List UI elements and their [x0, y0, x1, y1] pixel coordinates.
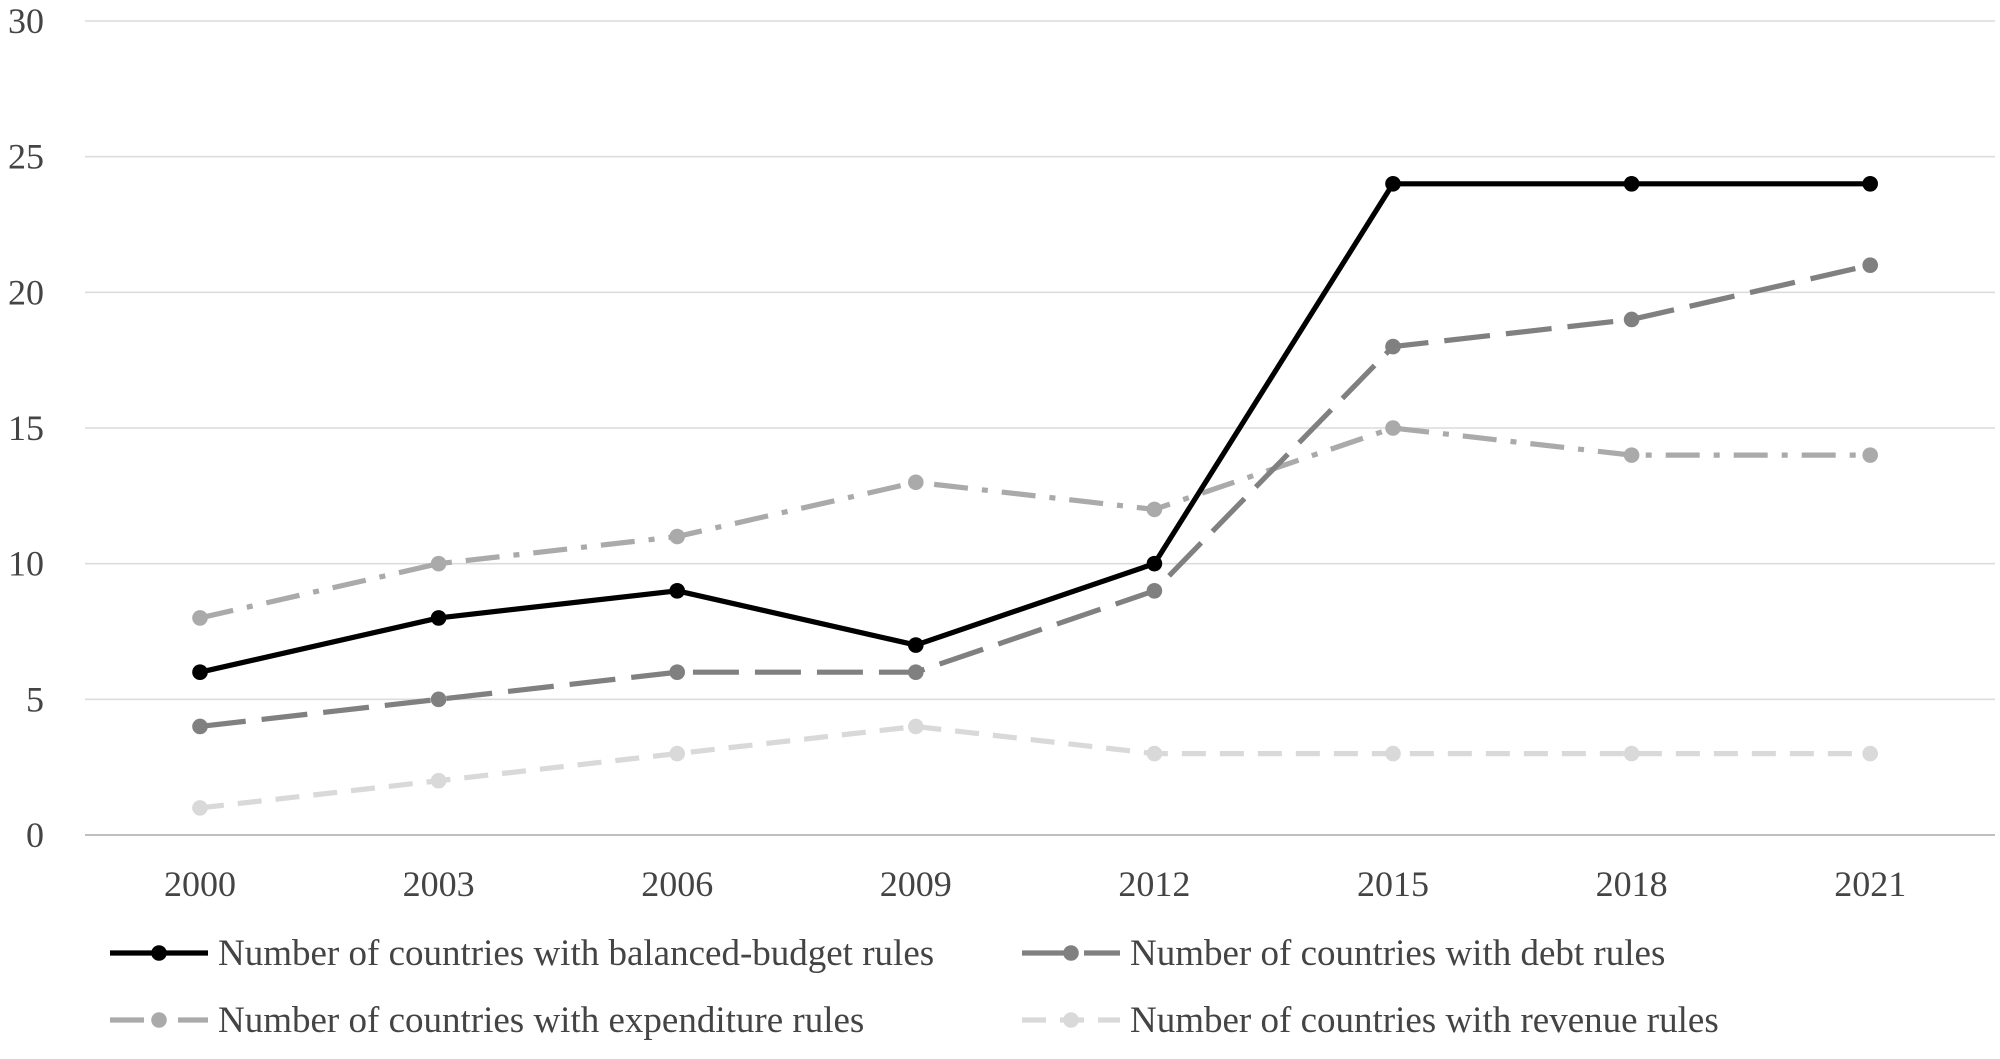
legend-marker	[1063, 1012, 1079, 1028]
x-tick-label: 2018	[1596, 864, 1668, 904]
legend-label: Number of countries with debt rules	[1130, 933, 1665, 974]
y-tick-label: 25	[8, 137, 44, 177]
series-1	[192, 257, 1878, 735]
data-point	[1385, 338, 1401, 355]
data-point	[669, 528, 685, 545]
data-point	[1385, 176, 1401, 192]
x-tick-label: 2003	[403, 864, 475, 904]
legend-item-0: Number of countries with balanced-budget…	[110, 933, 934, 974]
y-tick-label: 10	[8, 544, 44, 584]
legend-item-3: Number of countries with revenue rules	[1022, 1000, 1719, 1041]
x-tick-label: 2021	[1834, 864, 1906, 904]
data-point	[1862, 447, 1878, 463]
data-point	[669, 664, 685, 680]
data-point	[1146, 501, 1163, 518]
legend-marker	[1063, 945, 1079, 961]
data-point	[1385, 420, 1401, 436]
x-tick-label: 2006	[641, 864, 713, 904]
data-point	[1146, 555, 1163, 572]
legend-marker	[151, 1012, 167, 1028]
data-point	[1623, 745, 1640, 762]
data-point	[1862, 257, 1878, 274]
legend-label: Number of countries with revenue rules	[1130, 1000, 1719, 1041]
series-line	[199, 181, 1871, 675]
data-point	[908, 718, 924, 735]
data-point	[1385, 745, 1401, 762]
y-tick-label: 5	[26, 679, 44, 719]
data-point	[908, 474, 924, 491]
data-point	[1623, 311, 1640, 328]
data-point	[430, 610, 447, 626]
data-point	[1623, 176, 1640, 192]
data-point	[430, 691, 447, 708]
data-point	[908, 637, 924, 653]
series-line	[199, 723, 1871, 811]
y-tick-label: 0	[26, 815, 44, 855]
y-tick-label: 20	[8, 272, 44, 312]
series-2	[192, 420, 1878, 626]
y-tick-label: 15	[8, 408, 44, 448]
data-point	[1862, 176, 1878, 192]
data-point	[430, 772, 447, 789]
legend-label: Number of countries with expenditure rul…	[218, 1000, 864, 1041]
data-point	[1862, 745, 1878, 762]
legend-marker	[151, 945, 167, 961]
legend-item-1: Number of countries with debt rules	[1022, 933, 1665, 974]
data-point	[908, 664, 924, 680]
data-point	[669, 583, 685, 599]
data-point	[1146, 583, 1163, 599]
axes: 0 5 10 15 20 25 30 2000 2003 2006 2009 2012 2015 2018…	[8, 1, 1995, 904]
legend: Number of countries with balanced-budget…	[110, 933, 1719, 1041]
x-tick-label: 2009	[880, 864, 952, 904]
series-line	[199, 425, 1871, 621]
gridlines	[85, 20, 1995, 701]
data-point	[1146, 745, 1163, 762]
data-point	[1623, 447, 1640, 463]
data-point	[430, 555, 447, 572]
data-point	[192, 610, 208, 626]
data-point	[192, 800, 208, 816]
x-tick-label: 2015	[1357, 864, 1429, 904]
series-3	[192, 718, 1878, 816]
x-tick-label: 2000	[164, 864, 236, 904]
data-point	[192, 664, 208, 680]
series-line	[199, 262, 1871, 730]
data-point	[192, 718, 208, 735]
series-lines	[192, 176, 1878, 816]
legend-item-2: Number of countries with expenditure rul…	[110, 1000, 864, 1041]
legend-label: Number of countries with balanced-budget…	[218, 933, 934, 974]
data-point	[669, 745, 685, 762]
series-0	[192, 176, 1878, 680]
x-tick-label: 2012	[1118, 864, 1190, 904]
y-tick-label: 30	[8, 1, 44, 41]
